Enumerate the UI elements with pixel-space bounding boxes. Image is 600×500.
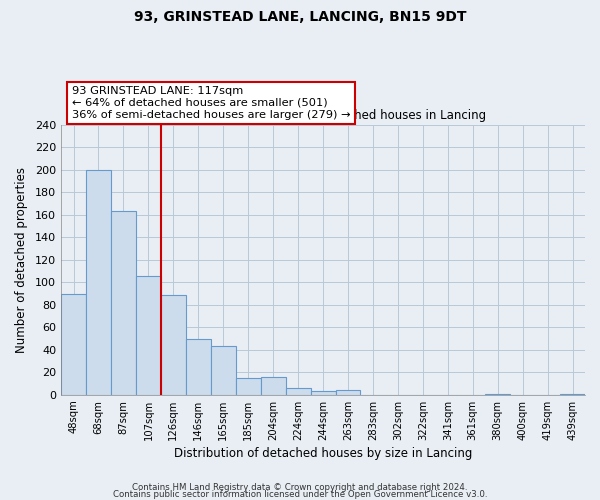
Bar xyxy=(485,394,510,395)
Bar xyxy=(211,346,236,395)
Text: Contains HM Land Registry data © Crown copyright and database right 2024.: Contains HM Land Registry data © Crown c… xyxy=(132,484,468,492)
Bar xyxy=(286,388,311,395)
Y-axis label: Number of detached properties: Number of detached properties xyxy=(15,167,28,353)
Bar xyxy=(236,378,260,395)
X-axis label: Distribution of detached houses by size in Lancing: Distribution of detached houses by size … xyxy=(174,447,472,460)
Bar xyxy=(186,338,211,395)
Title: Size of property relative to detached houses in Lancing: Size of property relative to detached ho… xyxy=(160,110,487,122)
Bar xyxy=(161,294,186,395)
Bar xyxy=(86,170,111,395)
Bar xyxy=(136,276,161,395)
Bar xyxy=(260,377,286,395)
Bar xyxy=(111,212,136,395)
Bar xyxy=(560,394,585,395)
Bar xyxy=(61,294,86,395)
Text: 93 GRINSTEAD LANE: 117sqm
← 64% of detached houses are smaller (501)
36% of semi: 93 GRINSTEAD LANE: 117sqm ← 64% of detac… xyxy=(71,86,350,120)
Text: Contains public sector information licensed under the Open Government Licence v3: Contains public sector information licen… xyxy=(113,490,487,499)
Bar xyxy=(335,390,361,395)
Bar xyxy=(311,392,335,395)
Text: 93, GRINSTEAD LANE, LANCING, BN15 9DT: 93, GRINSTEAD LANE, LANCING, BN15 9DT xyxy=(134,10,466,24)
